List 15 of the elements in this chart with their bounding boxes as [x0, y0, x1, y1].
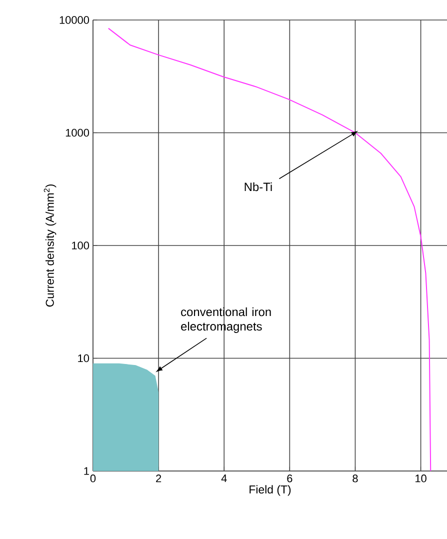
- y-tick-label: 100: [72, 242, 90, 250]
- x-tick-label: 0: [90, 474, 96, 482]
- x-tick-label: 4: [221, 474, 227, 482]
- x-tick-label: 8: [352, 474, 358, 482]
- x-tick-label: 6: [287, 474, 292, 482]
- x-tick-label: 2: [156, 474, 162, 482]
- y-tick-label: 1000: [66, 128, 90, 137]
- y-tick-label: 10000: [60, 16, 90, 24]
- x-axis-title: Field (T): [250, 485, 291, 496]
- x-tick-label: 10: [416, 474, 426, 482]
- line-series: [108, 28, 432, 471]
- y-tick-label: 1: [84, 467, 89, 475]
- annotation: Nb-Ti: [244, 182, 272, 192]
- y-axis-title: Current density (A/mm$^{2}$): [44, 184, 56, 307]
- y-tick-label: 10: [78, 354, 90, 362]
